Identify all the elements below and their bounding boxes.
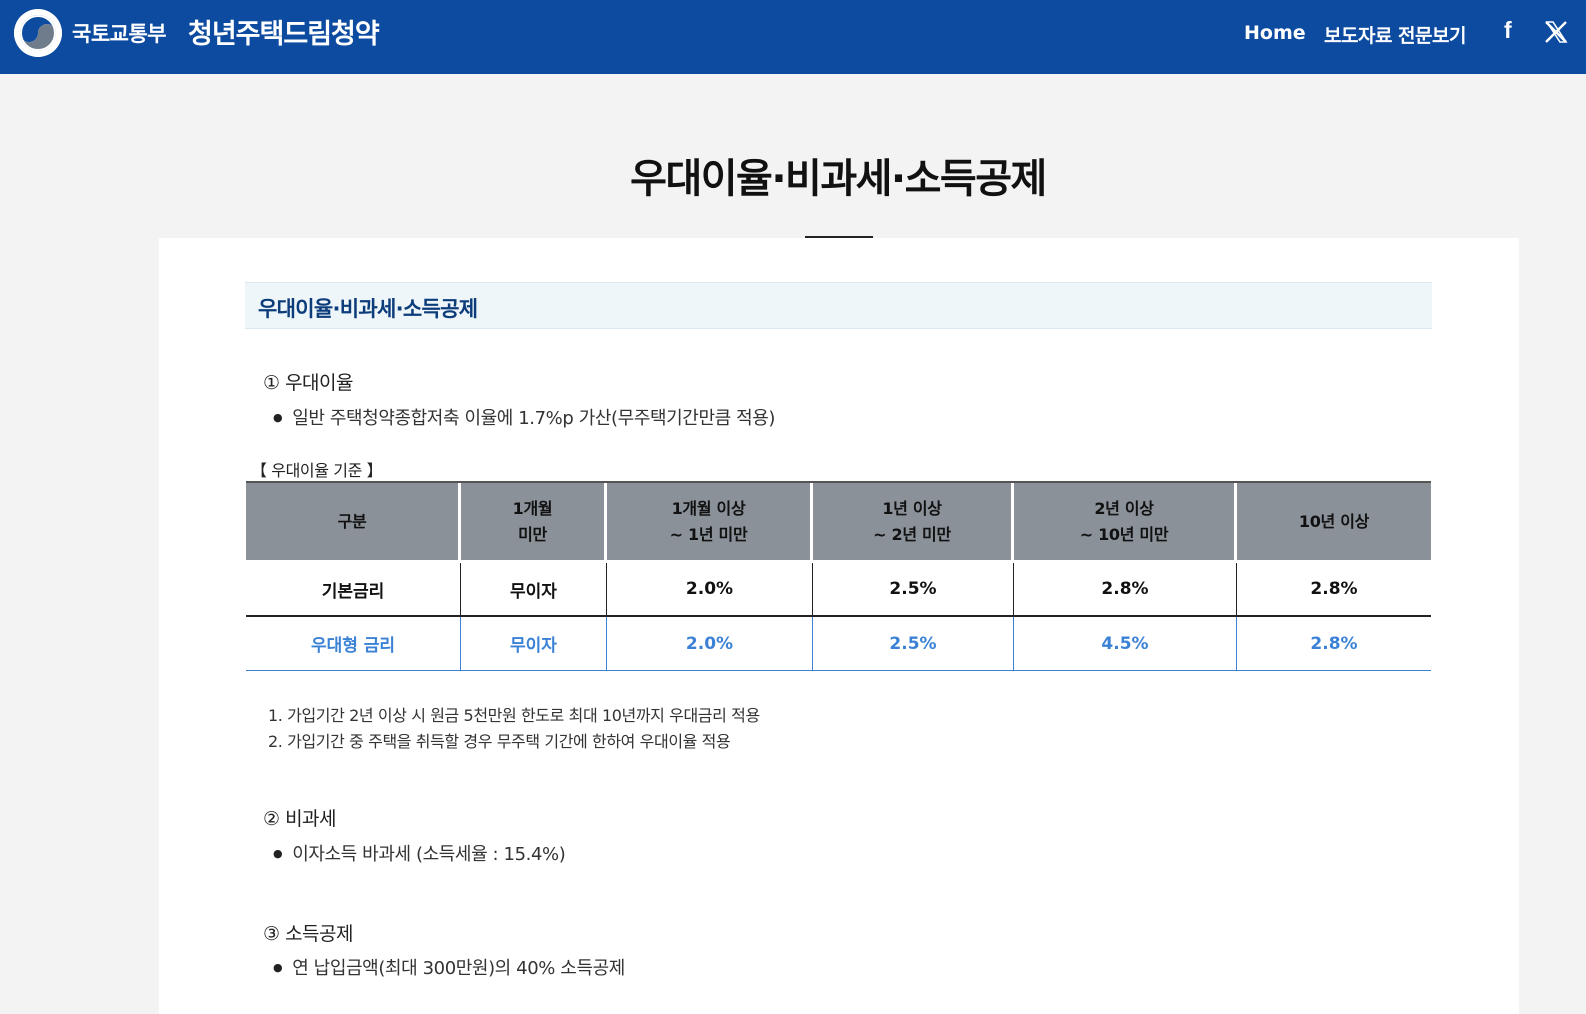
- table-row-basic-rate: 기본금리 무이자 2.0% 2.5% 2.8% 2.8%: [246, 563, 1431, 617]
- preferred-rate-table: 구분 1개월 미만 1개월 이상 ~ 1년 미만 1년 이상 ~ 2년 미만 2년 이…: [246, 481, 1431, 671]
- table-header-cell: 구분: [246, 483, 461, 563]
- section-header: 우대이율·비과세·소득공제: [245, 282, 1432, 329]
- table-caption: 【 우대이율 기준 】: [251, 461, 383, 480]
- table-cell: 2.8%: [1014, 563, 1237, 617]
- table-header-cell: 2년 이상 ~ 10년 미만: [1014, 483, 1237, 563]
- row-label: 우대형 금리: [246, 617, 461, 671]
- table-cell: 2.5%: [813, 563, 1014, 617]
- row-label: 기본금리: [246, 563, 461, 617]
- table-cell: 4.5%: [1014, 617, 1237, 671]
- table-cell: 무이자: [461, 563, 607, 617]
- deduction-bullet: 연 납입금액(최대 300만원)의 40% 소득공제: [273, 954, 625, 980]
- tax-bullet: 이자소득 바과세 (소득세율 : 15.4%): [273, 840, 566, 866]
- table-cell: 2.8%: [1237, 563, 1431, 617]
- government-emblem-icon[interactable]: [14, 9, 62, 57]
- table-cell: 2.0%: [607, 617, 813, 671]
- rate-note-1: 1. 가입기간 2년 이상 시 원금 5천만원 한도로 최대 10년까지 우대금…: [268, 706, 760, 725]
- site-brand-title[interactable]: 청년주택드림청약: [188, 19, 380, 50]
- rate-note-2: 2. 가입기간 중 주택을 취득할 경우 무주택 기간에 한하여 우대이율 적용: [268, 732, 731, 751]
- nav-home-link[interactable]: Home: [1244, 22, 1306, 44]
- table-cell: 2.8%: [1237, 617, 1431, 671]
- table-header-cell: 1개월 이상 ~ 1년 미만: [607, 483, 813, 563]
- content-card: [159, 238, 1519, 1014]
- table-header-row: 구분 1개월 미만 1개월 이상 ~ 1년 미만 1년 이상 ~ 2년 미만 2년 이…: [246, 483, 1431, 563]
- title-underline: [805, 236, 873, 238]
- rate-bullet: 일반 주택청약종합저축 이율에 1.7%p 가산(무주택기간만큼 적용): [273, 404, 775, 430]
- deduction-heading: ③ 소득공제: [263, 923, 354, 945]
- x-twitter-icon[interactable]: [1544, 20, 1568, 44]
- table-header-cell: 1개월 미만: [461, 483, 607, 563]
- table-cell: 무이자: [461, 617, 607, 671]
- table-row-preferred-rate: 우대형 금리 무이자 2.0% 2.5% 4.5% 2.8%: [246, 617, 1431, 671]
- top-header: 국토교통부 청년주택드림청약 Home 보도자료 전문보기 f: [0, 0, 1586, 74]
- table-header-cell: 1년 이상 ~ 2년 미만: [813, 483, 1014, 563]
- nav-press-release-link[interactable]: 보도자료 전문보기: [1324, 25, 1466, 47]
- table-cell: 2.0%: [607, 563, 813, 617]
- rate-heading: ① 우대이율: [263, 372, 354, 394]
- page-title: 우대이율·비과세·소득공제: [630, 156, 1047, 202]
- table-header-cell: 10년 이상: [1237, 483, 1431, 563]
- tax-heading: ② 비과세: [263, 808, 337, 830]
- table-cell: 2.5%: [813, 617, 1014, 671]
- ministry-name[interactable]: 국토교통부: [72, 22, 167, 46]
- section-heading: 우대이율·비과세·소득공제: [258, 297, 478, 321]
- facebook-icon[interactable]: f: [1504, 17, 1512, 43]
